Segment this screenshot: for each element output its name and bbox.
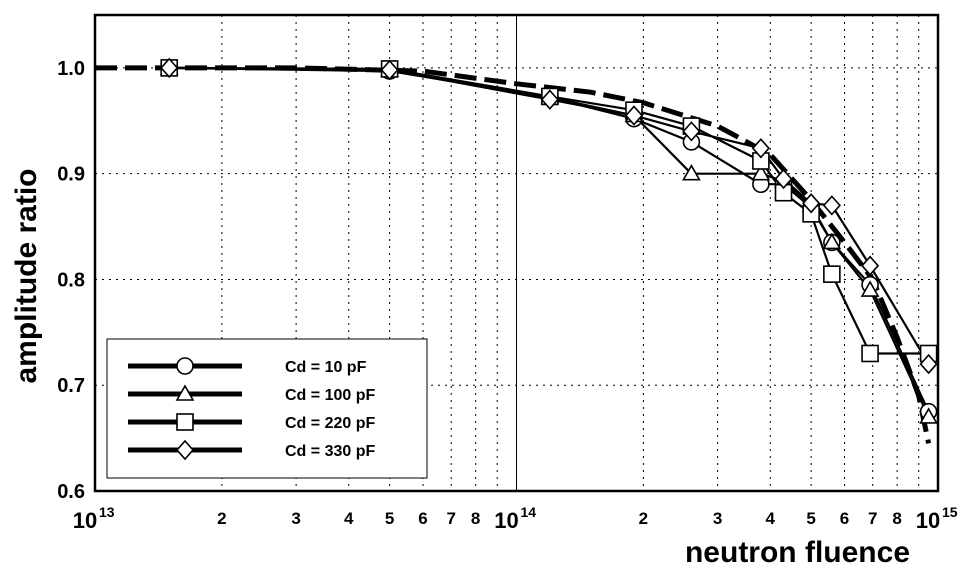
data-point-diamond bbox=[822, 195, 841, 216]
data-point-triangle bbox=[919, 407, 938, 424]
x-tick-label-minor: 2 bbox=[217, 509, 226, 528]
legend-label: Cd = 330 pF bbox=[285, 443, 375, 460]
data-point-diamond bbox=[774, 168, 793, 190]
series-group bbox=[95, 57, 938, 444]
legend-marker-circle bbox=[176, 357, 194, 375]
y-tick-label: 0.8 bbox=[57, 269, 85, 291]
data-point-diamond bbox=[160, 57, 179, 79]
legend-label: Cd = 220 pF bbox=[285, 415, 375, 432]
data-point-diamond bbox=[861, 255, 880, 276]
data-point-diamond bbox=[802, 193, 821, 214]
x-tick-label-minor: 4 bbox=[766, 509, 776, 528]
x-tick-label-minor: 3 bbox=[291, 509, 300, 528]
y-tick-label: 0.6 bbox=[57, 481, 85, 503]
x-tick-label-major: 10 bbox=[916, 508, 940, 533]
legend-label: Cd = 10 pF bbox=[285, 359, 367, 376]
x-axis-label: neutron fluence bbox=[685, 536, 910, 569]
x-tick-label-minor: 4 bbox=[344, 509, 354, 528]
legend-box bbox=[106, 338, 428, 479]
x-tick-label-minor: 8 bbox=[471, 509, 480, 528]
data-point-square bbox=[861, 344, 879, 363]
legend-entry: Cd = 100 pF bbox=[128, 384, 375, 404]
y-axis-label: amplitude ratio bbox=[10, 168, 43, 383]
tick-labels: 0.60.70.80.91.010 13 10 14 10 152 3 4 5 6 7 8 2 3 4 5 6 7… bbox=[57, 58, 958, 533]
legend-entry: Cd = 330 pF bbox=[128, 439, 375, 461]
y-tick-label: 0.9 bbox=[57, 164, 85, 186]
x-tick-label-minor: 5 bbox=[385, 509, 394, 528]
fit-curve bbox=[95, 65, 932, 444]
x-tick-label-minor: 5 bbox=[806, 509, 815, 528]
data-point-diamond bbox=[919, 353, 938, 375]
plot-border bbox=[93, 13, 940, 493]
x-tick-label-major: 10 bbox=[73, 508, 97, 533]
x-tick-exponent: 14 bbox=[521, 504, 537, 520]
legend-label: Cd = 100 pF bbox=[285, 387, 375, 404]
data-point-diamond bbox=[624, 105, 644, 126]
y-tick-label: 1.0 bbox=[57, 58, 85, 80]
x-tick-label-minor: 8 bbox=[892, 509, 901, 528]
legend-marker-square bbox=[176, 413, 194, 431]
data-point-triangle bbox=[751, 164, 771, 181]
data-point-triangle bbox=[682, 164, 701, 181]
x-tick-label-minor: 6 bbox=[840, 509, 849, 528]
plot-frame bbox=[93, 13, 940, 493]
data-point-diamond bbox=[751, 138, 770, 159]
x-tick-label-minor: 7 bbox=[446, 509, 455, 528]
x-tick-label-minor: 6 bbox=[418, 509, 427, 528]
data-point-square bbox=[823, 265, 841, 283]
legend-entry: Cd = 220 pF bbox=[128, 413, 375, 432]
legend-marker-triangle bbox=[175, 384, 195, 401]
x-tick-label-minor: 7 bbox=[868, 509, 877, 528]
legend-entry: Cd = 10 pF bbox=[128, 357, 367, 376]
data-point-diamond bbox=[682, 121, 701, 142]
x-tick-label-minor: 3 bbox=[713, 509, 722, 528]
data-point-triangle bbox=[822, 232, 842, 250]
legend-marker-diamond bbox=[175, 439, 195, 461]
x-tick-exponent: 13 bbox=[99, 504, 115, 520]
data-point-diamond bbox=[540, 89, 559, 110]
x-tick-label-minor: 2 bbox=[639, 509, 648, 528]
data-point-diamond bbox=[380, 59, 399, 81]
legend: Cd = 10 pF Cd = 100 pF Cd = 220 pF Cd = 330… bbox=[106, 338, 428, 479]
y-tick-label: 0.7 bbox=[57, 375, 85, 397]
x-tick-exponent: 15 bbox=[942, 504, 958, 520]
data-point-triangle bbox=[860, 280, 880, 297]
x-tick-label-major: 10 bbox=[494, 508, 518, 533]
